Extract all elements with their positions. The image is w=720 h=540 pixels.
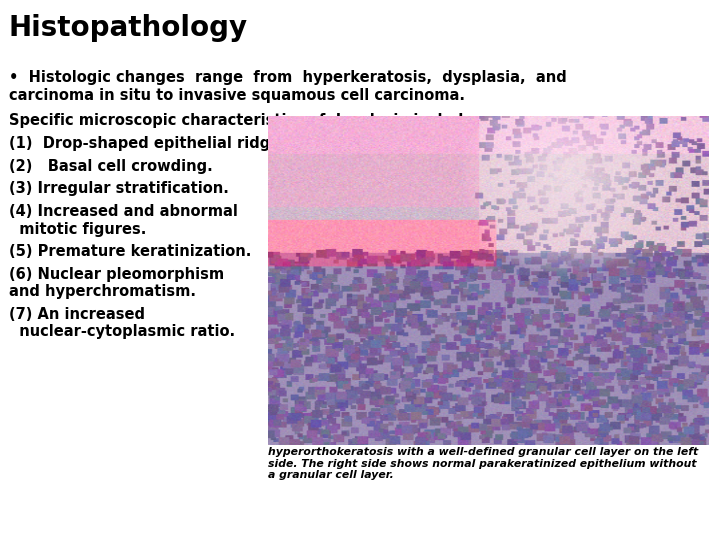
Text: (5) Premature keratinization.: (5) Premature keratinization. — [9, 244, 251, 259]
Text: hyperorthokeratosis with a well-defined granular cell layer on the left
side. Th: hyperorthokeratosis with a well-defined … — [268, 447, 698, 481]
Text: (4) Increased and abnormal
  mitotic figures.: (4) Increased and abnormal mitotic figur… — [9, 204, 238, 237]
Text: Specific microscopic characteristics of dysplasia include:: Specific microscopic characteristics of … — [9, 113, 479, 129]
Text: (1)  Drop-shaped epithelial ridges.: (1) Drop-shaped epithelial ridges. — [9, 136, 294, 151]
Text: (3) Irregular stratification.: (3) Irregular stratification. — [9, 181, 228, 197]
Text: •  Histologic changes  range  from  hyperkeratosis,  dysplasia,  and
carcinoma i: • Histologic changes range from hyperker… — [9, 70, 567, 103]
Text: Histopathology: Histopathology — [9, 14, 248, 42]
Text: (2)   Basal cell crowding.: (2) Basal cell crowding. — [9, 159, 212, 174]
Text: (6) Nuclear pleomorphism
and hyperchromatism.: (6) Nuclear pleomorphism and hyperchroma… — [9, 267, 224, 299]
Text: (7) An increased
  nuclear-cytoplasmic ratio.: (7) An increased nuclear-cytoplasmic rat… — [9, 307, 235, 339]
